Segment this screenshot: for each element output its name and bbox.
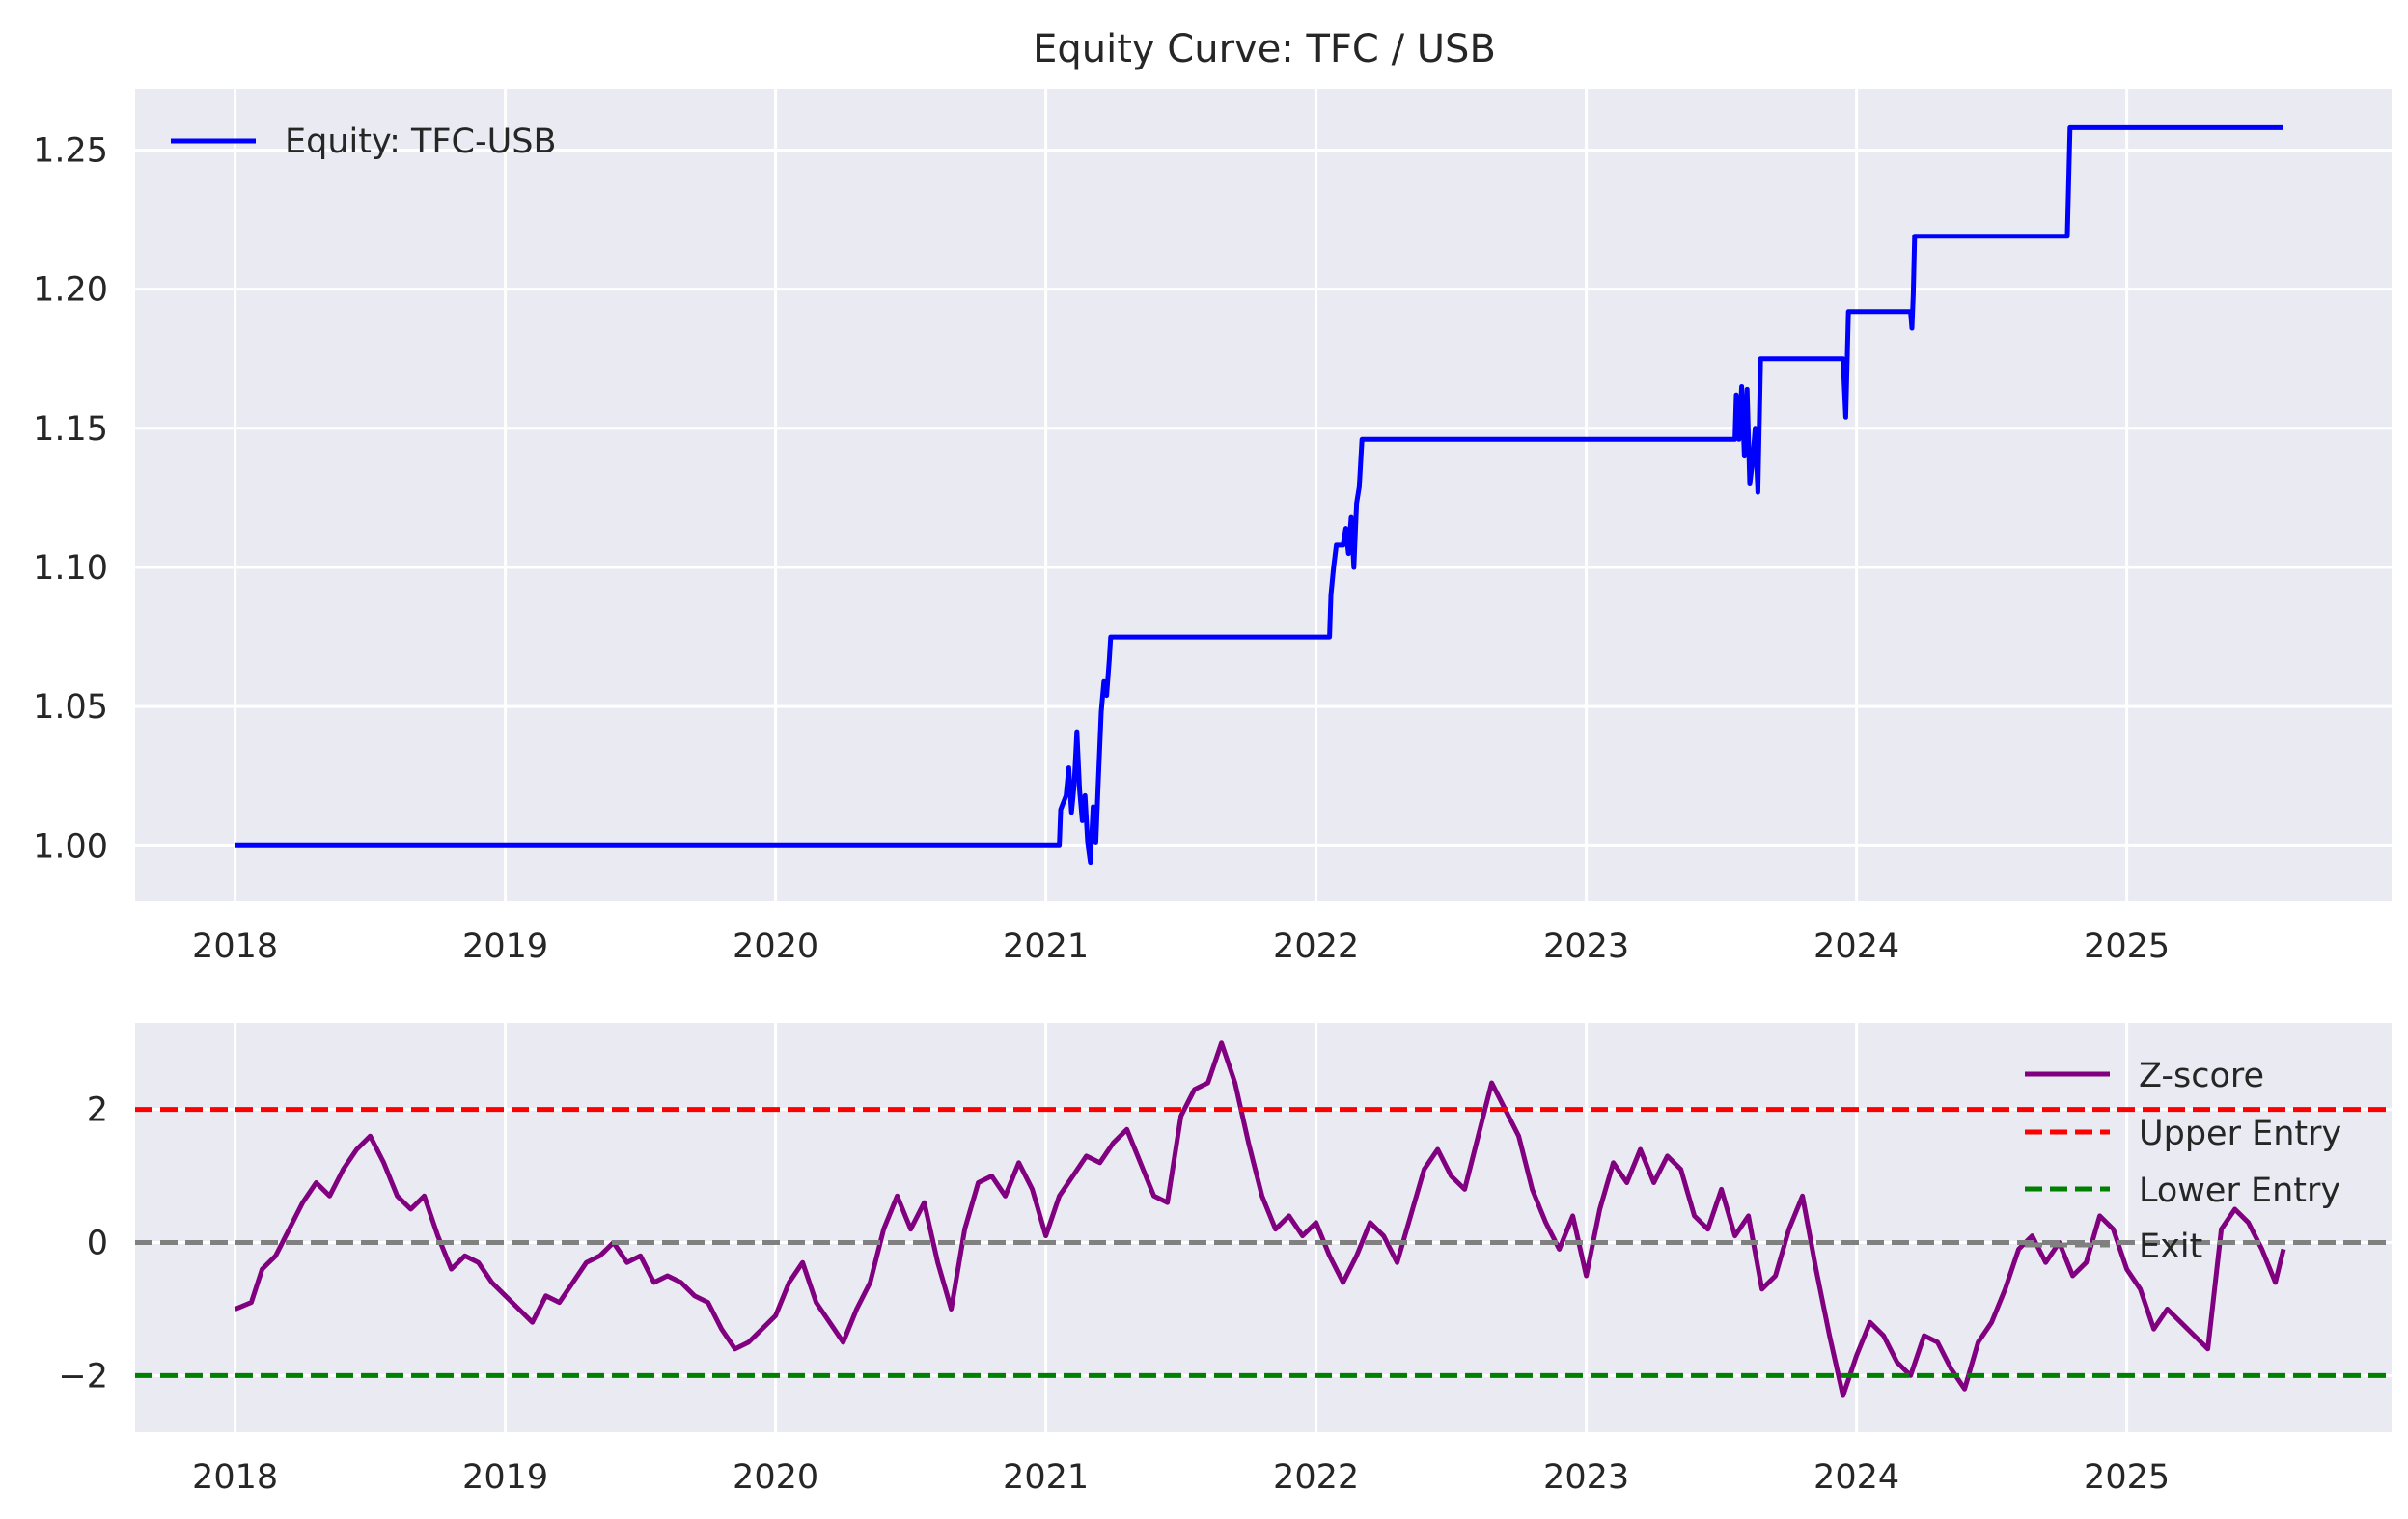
zscore-series [135, 1040, 2392, 1398]
legend-upper-entry-label: Upper Entry [2139, 1115, 2341, 1153]
equity-panel: Equity Curve: TFC / USB 2018 2019 2020 2021… [33, 27, 2392, 966]
equity-y-tick-label: 1.15 [33, 410, 108, 449]
equity-y-tick-label: 1.20 [33, 271, 108, 310]
legend-exit-label: Exit [2139, 1228, 2202, 1266]
zscore-x-tick-label: 2021 [1003, 1458, 1089, 1497]
equity-series [235, 124, 2283, 866]
zscore-legend: Z-score Upper Entry Lower Entry Exit [2025, 1057, 2341, 1266]
legend-equity-label: Equity: TFC-USB [285, 123, 556, 161]
equity-x-tick-label: 2023 [1543, 927, 1629, 966]
zscore-x-ticks: 2018 2019 2020 2021 2022 2023 2024 2025 [192, 1458, 2170, 1497]
zscore-x-tick-label: 2019 [462, 1458, 548, 1497]
zscore-x-tick-label: 2022 [1273, 1458, 1359, 1497]
equity-y-tick-label: 1.25 [33, 131, 108, 170]
zscore-grid [135, 1023, 2392, 1432]
equity-x-tick-label: 2019 [462, 927, 548, 966]
zscore-y-tick-label: 0 [87, 1225, 108, 1263]
zscore-y-tick-label: −2 [58, 1357, 108, 1395]
equity-plot-area [135, 89, 2392, 901]
equity-y-tick-label: 1.05 [33, 688, 108, 727]
equity-x-tick-label: 2021 [1003, 927, 1089, 966]
equity-grid [135, 89, 2392, 901]
equity-x-ticks: 2018 2019 2020 2021 2022 2023 2024 2025 [192, 927, 2170, 966]
zscore-panel: 2018 2019 2020 2021 2022 2023 2024 2025 −2 0 2 Z-… [58, 1023, 2392, 1497]
z-score-line [234, 1040, 2286, 1398]
zscore-x-tick-label: 2018 [192, 1458, 278, 1497]
chart-title: Equity Curve: TFC / USB [1033, 27, 1496, 71]
zscore-plot-area [135, 1023, 2392, 1432]
legend-zscore-label: Z-score [2139, 1057, 2264, 1095]
equity-y-tick-label: 1.10 [33, 549, 108, 588]
equity-legend: Equity: TFC-USB [171, 123, 556, 161]
zscore-x-tick-label: 2020 [733, 1458, 818, 1497]
equity-y-tick-label: 1.00 [33, 827, 108, 866]
zscore-x-tick-label: 2023 [1543, 1458, 1629, 1497]
equity-tfc-usb-line [235, 124, 2283, 866]
equity-x-tick-label: 2025 [2084, 927, 2170, 966]
zscore-x-tick-label: 2025 [2084, 1458, 2170, 1497]
zscore-y-tick-label: 2 [87, 1091, 108, 1130]
equity-x-tick-label: 2018 [192, 927, 278, 966]
equity-y-ticks: 1.00 1.05 1.10 1.15 1.20 1.25 [33, 131, 108, 866]
equity-x-tick-label: 2020 [733, 927, 818, 966]
legend-lower-entry-label: Lower Entry [2139, 1172, 2340, 1210]
equity-x-tick-label: 2024 [1813, 927, 1899, 966]
zscore-y-ticks: −2 0 2 [58, 1091, 108, 1396]
equity-x-tick-label: 2022 [1273, 927, 1359, 966]
zscore-x-tick-label: 2024 [1813, 1458, 1899, 1497]
